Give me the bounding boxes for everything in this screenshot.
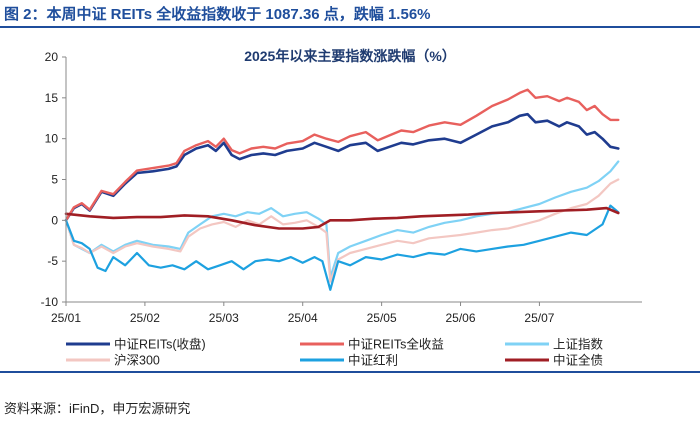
- series-line: [64, 112, 620, 222]
- x-tick-label: 25/01: [51, 311, 81, 325]
- x-tick-label: 25/04: [288, 311, 318, 325]
- source-note: 资料来源：iFinD，申万宏源研究: [4, 401, 191, 416]
- figure-title: 图 2：本周中证 REITs 全收益指数收于 1087.36 点，跌幅 1.56…: [4, 6, 431, 23]
- series-line: [64, 204, 620, 291]
- legend-label: 上证指数: [553, 337, 604, 352]
- legend-label: 中证红利: [348, 353, 398, 368]
- x-tick-label: 25/05: [367, 311, 397, 325]
- series-line: [64, 160, 620, 279]
- series-line: [64, 206, 620, 230]
- x-tick-label: 25/06: [446, 311, 476, 325]
- y-tick-label: 10: [45, 132, 59, 146]
- x-tick-label: 25/02: [130, 311, 160, 325]
- y-tick-label: 15: [45, 91, 59, 105]
- x-tick-label: 25/03: [209, 311, 239, 325]
- legend-label: 沪深300: [114, 354, 160, 368]
- x-tick-label: 25/07: [524, 311, 554, 325]
- y-tick-label: 5: [51, 173, 58, 187]
- legend-label: 中证REITs(收盘): [114, 337, 206, 352]
- chart-title: 2025年以来主要指数涨跌幅（%）: [244, 48, 456, 64]
- y-tick-label: -5: [47, 254, 58, 268]
- y-tick-label: 20: [45, 50, 59, 64]
- source-rule: [0, 371, 700, 373]
- series-line: [64, 88, 620, 222]
- title-rule: [0, 26, 700, 28]
- legend-label: 中证REITs全收益: [348, 337, 444, 352]
- legend-label: 中证全债: [553, 353, 603, 368]
- y-tick-label: 0: [51, 213, 58, 227]
- y-tick-label: -10: [41, 295, 59, 309]
